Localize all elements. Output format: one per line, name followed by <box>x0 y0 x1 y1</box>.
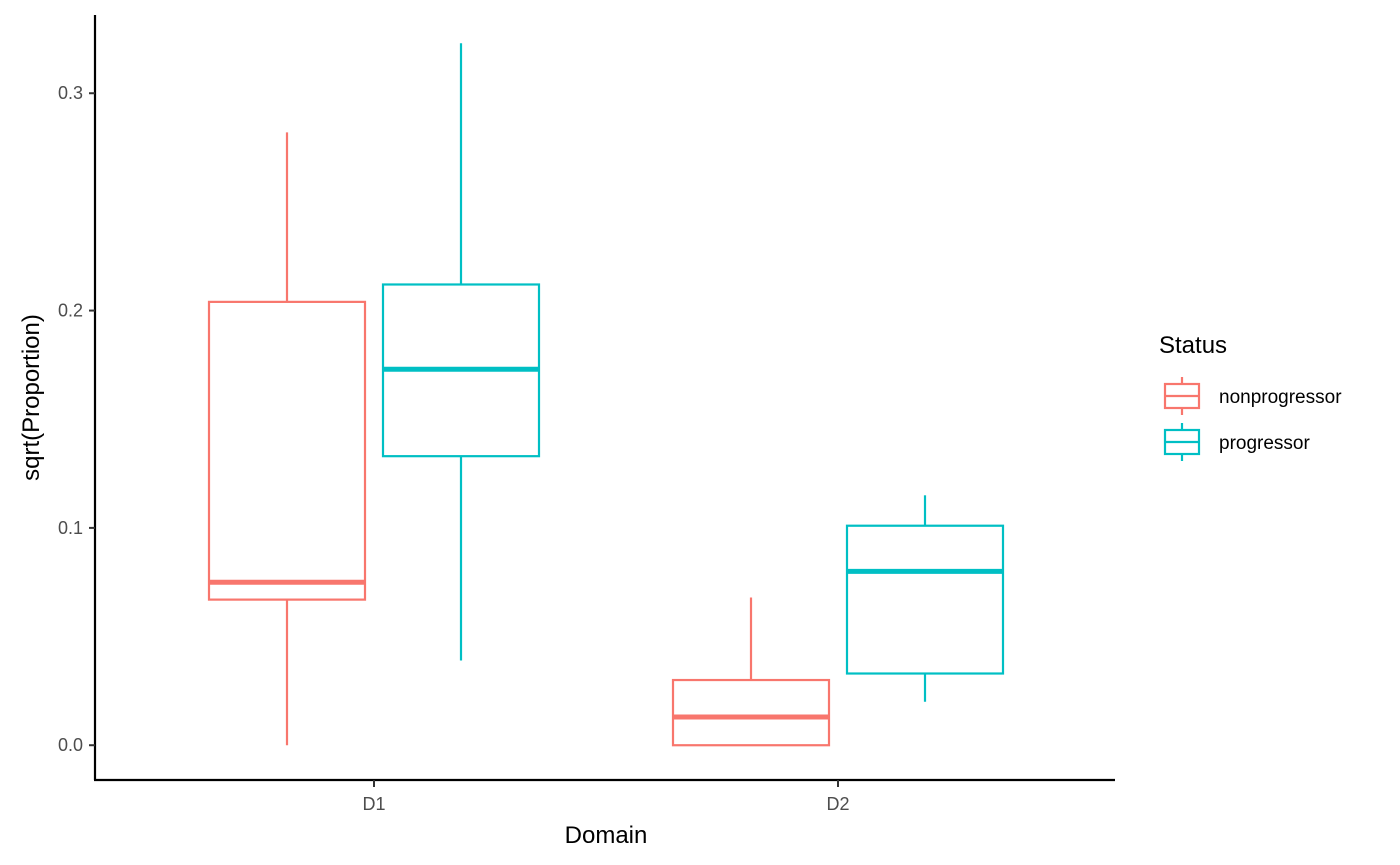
legend: Status nonprogressor progressor <box>1159 332 1342 461</box>
legend-label: nonprogressor <box>1219 387 1342 408</box>
box-nonprogressor-D1 <box>207 132 367 746</box>
legend-items: nonprogressor progressor <box>1163 377 1342 461</box>
x-axis-ticks: D1 D2 <box>362 780 850 814</box>
y-tick-label: 0.0 <box>58 735 83 755</box>
legend-item-nonprogressor: nonprogressor <box>1163 377 1342 415</box>
y-axis-title: sqrt(Proportion) <box>18 314 45 481</box>
legend-item-progressor: progressor <box>1163 423 1310 461</box>
legend-label: progressor <box>1219 433 1310 454</box>
plot-area <box>207 43 1005 747</box>
box-nonprogressor-D2 <box>671 597 831 747</box>
legend-title: Status <box>1159 332 1227 359</box>
y-tick-label: 0.3 <box>58 83 83 103</box>
x-axis-title: Domain <box>565 822 648 849</box>
y-tick-label: 0.1 <box>58 518 83 538</box>
box-progressor-D2 <box>845 495 1005 702</box>
y-tick-label: 0.2 <box>58 301 83 321</box>
y-axis-ticks: 0.0 0.1 0.2 0.3 <box>58 83 95 755</box>
box-iqr <box>671 678 831 747</box>
x-tick-label: D2 <box>826 794 849 814</box>
box-iqr <box>207 300 367 601</box>
box-iqr <box>845 524 1005 675</box>
x-tick-label: D1 <box>362 794 385 814</box>
box-progressor-D1 <box>381 43 541 661</box>
